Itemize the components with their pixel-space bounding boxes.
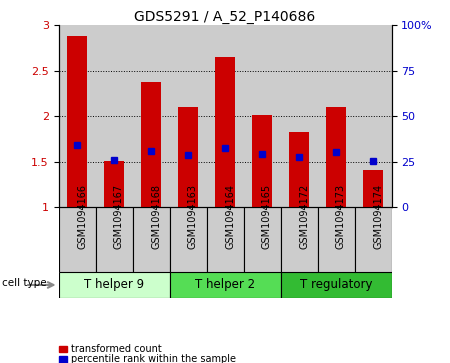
Bar [178, 107, 198, 207]
Bar [67, 36, 87, 207]
Text: T regulatory: T regulatory [300, 278, 372, 291]
Text: T helper 2: T helper 2 [195, 278, 255, 291]
Bar [355, 207, 392, 272]
Bar [252, 115, 272, 207]
Text: GSM1094168: GSM1094168 [151, 184, 161, 249]
Bar [326, 107, 346, 207]
Bar [243, 207, 280, 272]
Bar [141, 82, 161, 207]
Bar [363, 170, 383, 207]
Bar [170, 272, 280, 298]
Bar [104, 160, 124, 207]
Bar [95, 25, 132, 207]
Bar [207, 25, 243, 207]
Bar [280, 25, 318, 207]
Text: GSM1094167: GSM1094167 [114, 184, 124, 249]
Text: GSM1094164: GSM1094164 [225, 184, 235, 249]
Bar [280, 207, 318, 272]
Text: GSM1094173: GSM1094173 [336, 184, 346, 249]
Bar [58, 272, 170, 298]
Bar [318, 207, 355, 272]
Bar [289, 131, 309, 207]
Bar [243, 25, 280, 207]
Bar [170, 25, 207, 207]
Bar [280, 272, 392, 298]
Text: transformed count: transformed count [71, 344, 162, 354]
Text: GSM1094165: GSM1094165 [262, 184, 272, 249]
Bar [207, 207, 243, 272]
Text: GSM1094166: GSM1094166 [77, 184, 87, 249]
Bar [318, 25, 355, 207]
Text: GSM1094163: GSM1094163 [188, 184, 198, 249]
Text: percentile rank within the sample: percentile rank within the sample [71, 354, 236, 363]
Bar [215, 57, 235, 207]
Text: cell type: cell type [2, 278, 47, 288]
Text: GSM1094174: GSM1094174 [373, 184, 383, 249]
Bar [95, 207, 132, 272]
Text: T helper 9: T helper 9 [84, 278, 144, 291]
Bar [58, 25, 95, 207]
Bar [132, 25, 170, 207]
Title: GDS5291 / A_52_P140686: GDS5291 / A_52_P140686 [135, 11, 315, 24]
Bar [355, 25, 392, 207]
Bar [170, 207, 207, 272]
Text: GSM1094172: GSM1094172 [299, 184, 309, 249]
Bar [58, 207, 95, 272]
Bar [132, 207, 170, 272]
